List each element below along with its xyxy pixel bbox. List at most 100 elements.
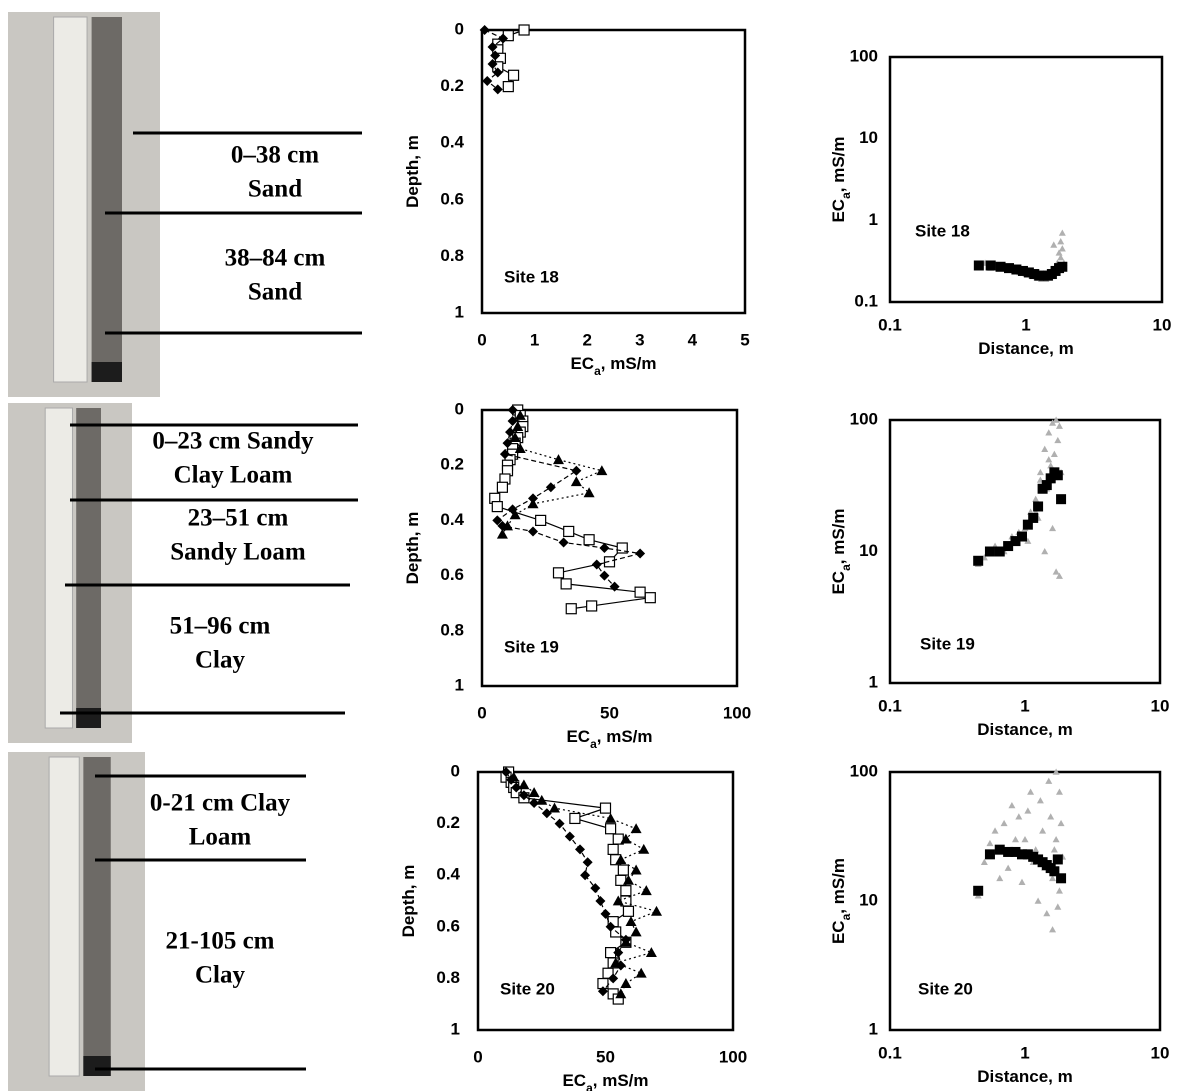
x-label-text: EC <box>570 354 594 373</box>
marker <box>597 986 608 997</box>
site-label: Site 19 <box>920 634 975 653</box>
marker <box>1024 807 1032 814</box>
x-label-text: EC <box>566 727 590 746</box>
marker <box>502 520 513 531</box>
x-label-text: Distance, m <box>978 339 1073 358</box>
marker <box>1041 445 1049 452</box>
marker <box>507 405 518 415</box>
plot-area <box>476 770 735 1032</box>
tube-cap <box>76 708 101 728</box>
marker <box>1045 456 1053 463</box>
marker <box>1033 501 1044 512</box>
marker <box>1045 473 1056 484</box>
core-tube <box>83 757 111 1076</box>
marker <box>545 482 556 493</box>
marker <box>1036 797 1044 804</box>
y-tick-label: 1 <box>869 210 878 229</box>
x-tick-label: 0 <box>473 1047 482 1066</box>
marker <box>487 58 498 69</box>
y-tick-label: 0.2 <box>440 455 464 474</box>
marker <box>1043 910 1051 917</box>
marker <box>560 578 572 590</box>
y-tick-label: 0 <box>451 761 460 780</box>
x-label-sub: a <box>590 737 597 751</box>
marker <box>1057 819 1065 827</box>
y-tick-label: 10 <box>859 890 878 909</box>
y-tick-label: 0.4 <box>440 510 464 529</box>
marker <box>615 988 627 999</box>
marker <box>1011 264 1022 275</box>
y-label-text: EC <box>829 571 848 595</box>
marker <box>507 69 520 81</box>
marker <box>634 586 646 598</box>
y-tick-label: 100 <box>850 409 878 428</box>
marker <box>996 874 1004 882</box>
marker <box>595 896 606 906</box>
marker <box>599 802 612 814</box>
y-tick-label: 0.8 <box>440 620 464 639</box>
marker <box>609 581 620 592</box>
marker <box>491 501 503 513</box>
marker <box>1049 419 1057 426</box>
marker <box>505 427 516 438</box>
y-label-text: EC <box>829 920 848 944</box>
ruler <box>48 756 80 1077</box>
x-tick-label: 0.1 <box>878 1043 902 1062</box>
marker <box>1052 768 1060 775</box>
ruler <box>44 407 73 729</box>
marker <box>599 543 610 553</box>
horizon-label: 23–51 cm <box>188 505 289 532</box>
marker <box>1054 436 1062 444</box>
y-tick-label: 1 <box>455 675 464 694</box>
marker <box>973 260 984 271</box>
marker <box>583 534 595 546</box>
y-tick-label: 0.4 <box>436 865 460 884</box>
marker <box>651 905 662 916</box>
x-label-unit: , mS/m <box>601 354 657 373</box>
horizon-label: 0–23 cm Sandy <box>152 428 314 455</box>
y-label-text: Depth, m <box>399 865 418 938</box>
marker <box>640 885 652 896</box>
x-axis-label: ECa, mS/m <box>570 354 656 378</box>
marker <box>1055 887 1063 894</box>
y-tick-label: 0.8 <box>440 246 464 265</box>
marker <box>1049 874 1057 882</box>
x-tick-label: 5 <box>740 330 749 349</box>
marker <box>620 885 632 897</box>
series-line <box>513 776 659 995</box>
marker <box>554 818 565 829</box>
y-tick-label: 100 <box>850 761 878 780</box>
marker <box>985 260 996 271</box>
marker <box>616 542 628 554</box>
y-tick-label: 0 <box>455 399 464 418</box>
marker <box>502 438 513 449</box>
marker <box>1055 249 1063 256</box>
marker <box>1049 926 1057 933</box>
marker <box>553 454 564 465</box>
marker <box>490 50 501 61</box>
marker <box>1057 254 1065 261</box>
marker <box>1056 873 1067 884</box>
horizon-label: Loam <box>189 824 252 851</box>
plot-area <box>888 770 1162 1032</box>
tube-cap <box>83 1056 111 1076</box>
y-label-unit: , mS/m <box>829 508 848 564</box>
y-label-text: EC <box>829 199 848 223</box>
marker <box>645 947 657 957</box>
x-tick-label: 10 <box>1151 696 1170 715</box>
marker <box>638 843 650 854</box>
marker <box>630 864 642 875</box>
marker <box>1015 813 1023 820</box>
x-label-unit: , mS/m <box>597 727 653 746</box>
marker <box>1027 788 1035 795</box>
x-label-text: EC <box>562 1071 586 1090</box>
marker <box>1054 903 1062 910</box>
marker <box>644 592 656 604</box>
marker <box>1008 801 1016 809</box>
marker <box>558 537 569 548</box>
marker <box>570 476 582 487</box>
marker <box>1045 429 1053 436</box>
marker <box>635 548 646 559</box>
marker <box>541 808 552 819</box>
marker <box>514 443 526 454</box>
